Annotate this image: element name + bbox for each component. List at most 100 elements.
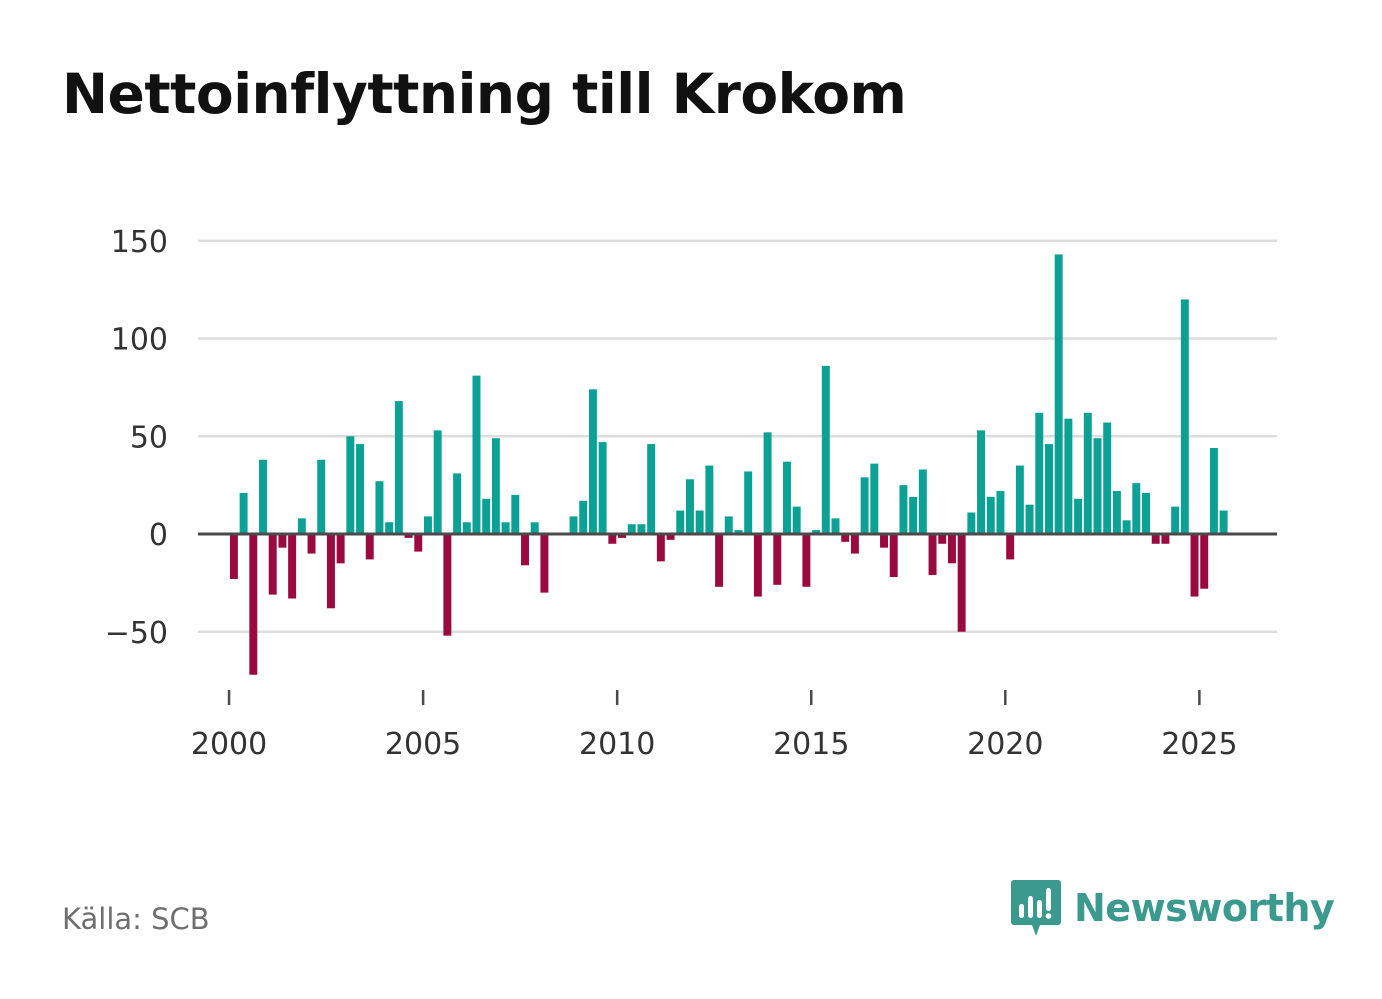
x-tick-label: 2005 <box>385 727 461 762</box>
bar <box>860 477 869 535</box>
y-tick-label: 0 <box>149 518 168 553</box>
bar <box>598 442 607 535</box>
bar <box>977 430 986 534</box>
bar <box>249 534 258 675</box>
bar <box>423 516 432 534</box>
x-axis: 2000 2005 2010 2015 2020 2025 <box>191 690 1238 762</box>
bar <box>1132 483 1141 534</box>
bar <box>850 534 859 554</box>
bar <box>317 459 326 534</box>
bar <box>1083 412 1092 534</box>
y-tick-label: −50 <box>105 616 168 651</box>
bar <box>986 496 995 535</box>
x-tick-label: 2015 <box>773 727 849 762</box>
y-tick-label: 150 <box>111 225 168 260</box>
bar <box>1045 444 1053 534</box>
bar <box>724 516 733 534</box>
bar <box>647 444 656 534</box>
bar <box>307 534 316 554</box>
bar <box>453 473 462 534</box>
bar <box>967 512 976 535</box>
x-tick-label: 2020 <box>967 727 1043 762</box>
bar <box>1200 534 1209 589</box>
bar <box>278 534 287 548</box>
bar <box>540 534 549 593</box>
bar <box>1122 520 1131 535</box>
bar <box>530 522 539 534</box>
bar <box>1025 504 1034 535</box>
bar <box>773 534 782 585</box>
x-tick-label: 2010 <box>579 727 655 762</box>
bar <box>326 534 335 609</box>
bar <box>938 534 947 544</box>
bar <box>957 534 966 632</box>
y-axis: 150 100 50 0 −50 <box>105 225 168 651</box>
bar <box>443 534 452 636</box>
bar <box>841 534 850 542</box>
bar <box>259 459 267 534</box>
bar <box>288 534 297 599</box>
bar <box>1219 510 1228 534</box>
bar <box>579 500 588 534</box>
bar <box>608 534 617 544</box>
bar <box>414 534 423 552</box>
bar <box>356 444 365 534</box>
bar <box>618 534 627 538</box>
bar <box>880 534 888 548</box>
bar <box>1142 492 1150 534</box>
bar <box>1112 490 1121 534</box>
bar <box>715 534 724 587</box>
bar <box>462 522 471 534</box>
bar <box>433 430 442 534</box>
bar <box>1054 254 1063 534</box>
bar <box>1093 438 1102 534</box>
bar <box>1035 412 1044 534</box>
bar <box>365 534 374 560</box>
bar <box>627 524 636 535</box>
bar <box>821 365 830 534</box>
bar <box>297 518 306 534</box>
bar <box>899 485 908 535</box>
bar <box>1103 422 1112 534</box>
bar <box>491 438 500 534</box>
bar <box>482 498 491 534</box>
bar <box>1171 506 1180 534</box>
bar <box>521 534 529 566</box>
bar <box>870 463 879 534</box>
newsworthy-logo-icon <box>1011 880 1061 936</box>
bar <box>346 436 355 534</box>
bar <box>1209 447 1218 534</box>
bar <box>588 389 597 534</box>
bar <box>792 506 801 534</box>
bar <box>239 492 248 534</box>
gridlines <box>198 239 1277 633</box>
bar <box>1006 534 1015 560</box>
y-tick-label: 100 <box>111 323 168 358</box>
chart-title: Nettoinflyttning till Krokom <box>62 62 907 126</box>
bar <box>656 534 665 562</box>
bar <box>802 534 811 587</box>
bar <box>685 479 694 534</box>
bar <box>734 530 743 534</box>
bar <box>569 516 578 534</box>
bar <box>918 469 927 535</box>
bar <box>501 522 510 534</box>
bar <box>928 534 937 576</box>
bar <box>268 534 277 595</box>
x-tick-label: 2000 <box>191 727 267 762</box>
bar <box>831 518 840 534</box>
bar <box>753 534 762 597</box>
bar <box>676 510 685 534</box>
bar <box>385 522 394 534</box>
bar <box>909 496 918 535</box>
bars <box>229 254 1228 675</box>
bar <box>695 510 704 534</box>
bar <box>996 490 1005 534</box>
source-label: Källa: SCB <box>62 902 210 936</box>
bar <box>394 401 403 534</box>
bar <box>637 524 646 535</box>
bar <box>744 471 753 534</box>
bar <box>404 534 413 538</box>
brand-logo: Newsworthy <box>1010 878 1335 938</box>
